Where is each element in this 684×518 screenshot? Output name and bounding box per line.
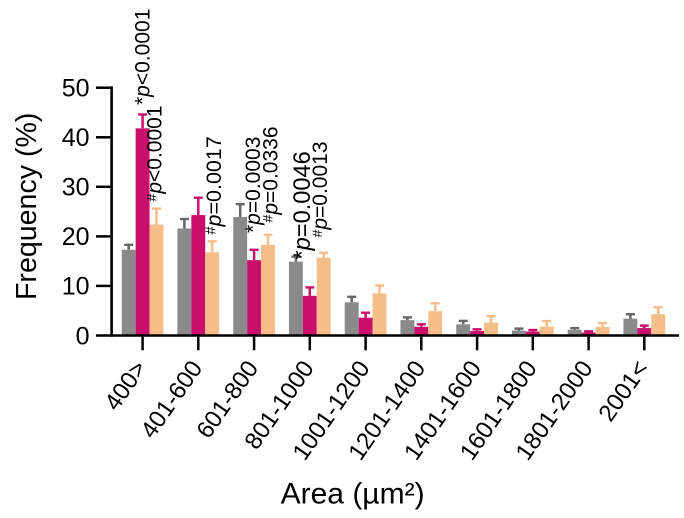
svg-text:*p=0.0003: *p=0.0003 bbox=[242, 137, 265, 233]
svg-text:0: 0 bbox=[76, 322, 90, 350]
svg-text:10: 10 bbox=[62, 273, 90, 301]
svg-text:40: 40 bbox=[62, 124, 90, 152]
svg-text:Area (µm²): Area (µm²) bbox=[281, 477, 425, 510]
svg-text:50: 50 bbox=[62, 75, 90, 103]
svg-text:#p=0.0017: #p=0.0017 bbox=[202, 136, 226, 234]
svg-text:#p<0.0001: #p<0.0001 bbox=[144, 105, 167, 201]
svg-text:*p<0.0001: *p<0.0001 bbox=[132, 9, 155, 105]
svg-text:#p=0.0013: #p=0.0013 bbox=[309, 141, 332, 237]
svg-text:30: 30 bbox=[62, 174, 90, 202]
svg-text:20: 20 bbox=[62, 223, 90, 251]
svg-text:Frequency (%): Frequency (%) bbox=[11, 113, 43, 301]
svg-text:*p=0.0046: *p=0.0046 bbox=[290, 151, 316, 259]
svg-text:#p=0.0336: #p=0.0336 bbox=[260, 126, 283, 222]
